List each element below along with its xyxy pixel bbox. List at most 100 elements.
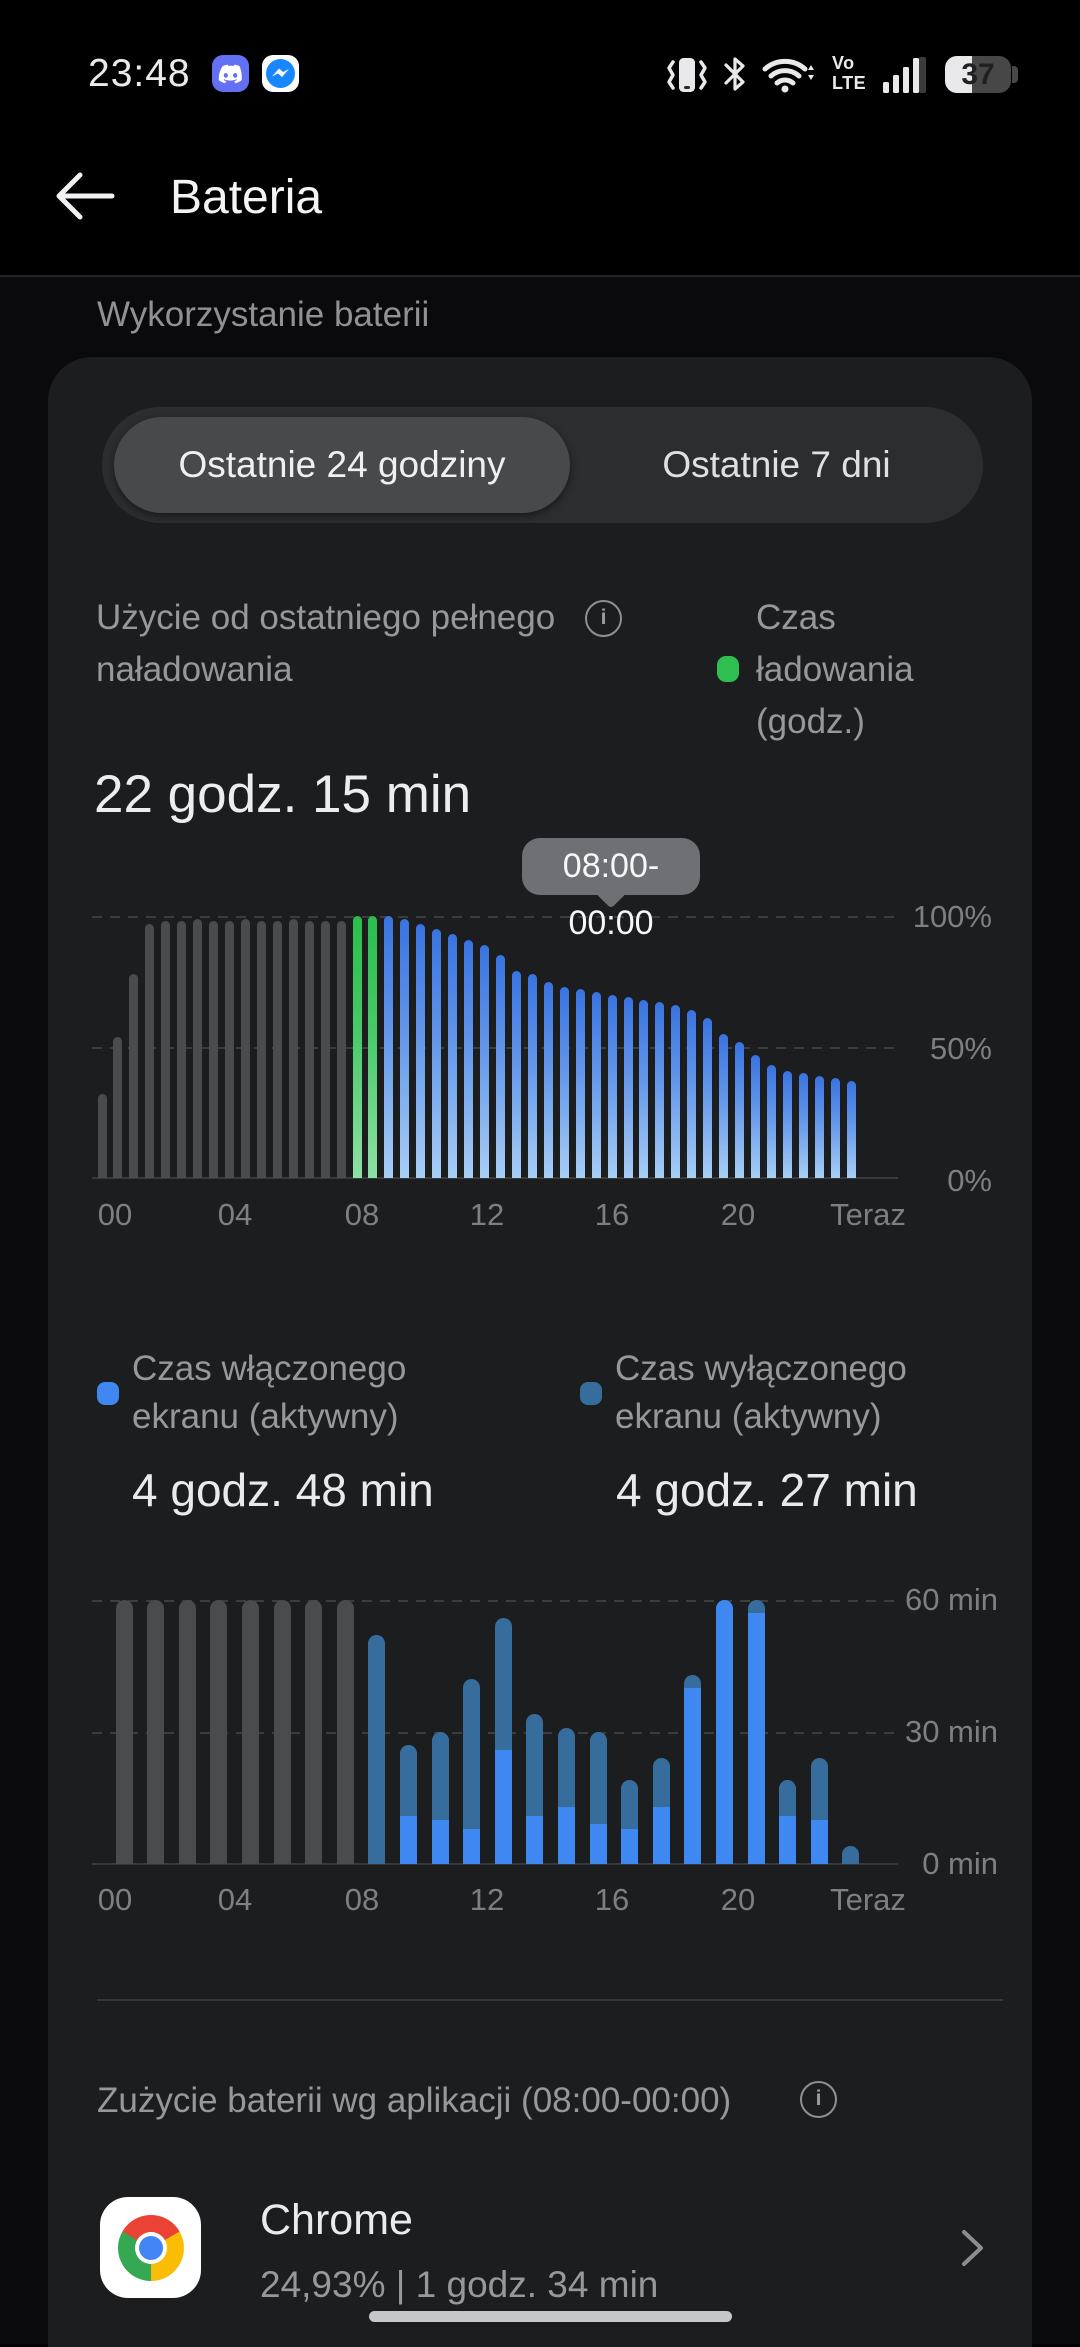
discord-notification-icon[interactable] [212,55,249,92]
x-axis-label: 00 [97,1882,133,1917]
screen-time-bar [463,1679,481,1864]
screen-time-bar [842,1846,860,1864]
battery-level-chart[interactable] [92,916,902,1179]
battery-bar [766,1065,776,1178]
battery-bar [575,989,585,1178]
screen-on-segment [684,1688,702,1864]
screen-time-bar [810,1758,828,1864]
screen-on-segment [715,1600,733,1864]
battery-bar [703,1018,713,1178]
screen-off-dot [580,1381,602,1405]
battery-bar [320,921,330,1178]
battery-bar [384,916,394,1178]
battery-bar [798,1073,808,1178]
screen-time-bar [494,1617,512,1864]
battery-bar [543,981,553,1178]
battery-bar [591,991,601,1178]
tab-last-24-hours[interactable]: Ostatnie 24 godziny [178,444,506,485]
battery-bar [272,921,282,1178]
back-button[interactable] [52,166,118,231]
info-icon[interactable]: i [585,600,622,637]
screen-off-segment [842,1846,860,1864]
screen-time-bar-charging [273,1600,291,1864]
volte-indicator: Vo LTE [832,53,867,93]
apps-info-icon[interactable]: i [800,2081,837,2118]
chrome-app-row[interactable] [100,2197,1030,2307]
screen-on-value: 4 godz. 48 min [132,1464,434,1516]
screen-time-bar [589,1732,607,1864]
screen-time-bar [399,1745,417,1864]
chart-tooltip: 08:00-00:00 [522,838,700,942]
battery-bar [113,1036,123,1178]
x-axis-label: 00 [97,1197,133,1232]
battery-bar [782,1070,792,1178]
battery-bar [129,973,139,1178]
screen-off-segment [494,1617,512,1750]
x-axis-label: 04 [217,1197,253,1232]
x-axis-label: 08 [344,1882,380,1917]
screen-time-chart[interactable] [92,1600,902,1865]
screen-time-bar-charging [336,1600,354,1864]
status-time: 23:48 [88,52,191,95]
screen-time-bar [431,1732,449,1864]
chevron-right-icon[interactable] [955,2225,989,2276]
screen-time-bar [684,1674,702,1864]
header-divider [0,275,1080,277]
battery-bar [814,1075,824,1178]
usage-since-charge-label: Użycie od ostatniego pełnego naładowania [96,598,556,689]
battery-bar [464,939,474,1178]
chrome-app-icon [100,2197,201,2298]
screen-on-segment [494,1749,512,1864]
bluetooth-icon [722,54,748,99]
screen-on-segment [526,1815,544,1864]
app-usage-detail: 24,93% | 1 godz. 34 min [260,2264,659,2305]
screen-on-segment [399,1815,417,1864]
screen-on-segment [589,1824,607,1864]
chrome-logo [117,2214,184,2281]
apps-usage-title: Zużycie baterii wg aplikacji (08:00-00:0… [97,2081,732,2120]
battery-bar [288,918,298,1178]
x-axis-label: 04 [217,1882,253,1917]
x-axis-label: 12 [469,1197,505,1232]
screen-off-segment [589,1732,607,1825]
legend-screen-on: Czas włączonego ekranu (aktywny) [97,1345,406,1441]
battery-bar [432,929,442,1178]
ytick-50: 50% [929,1031,992,1066]
battery-bar [687,1010,697,1178]
screen-time-bar [747,1600,765,1864]
screen-on-segment [463,1828,481,1864]
screen-time-bar [526,1714,544,1864]
screen-time-bar-charging [178,1600,196,1864]
messenger-bolt [272,68,289,77]
x-axis-label: 20 [720,1882,756,1917]
screen-off-segment [747,1600,765,1614]
battery-bar [225,921,235,1178]
screen-off-segment [684,1674,702,1688]
legend-screen-off: Czas wyłączonego ekranu (aktywny) [580,1345,907,1441]
battery-bar [240,918,250,1178]
screen-on-segment [652,1806,670,1864]
signal-sim2-dim-bar [919,57,926,93]
screen-off-segment [810,1758,828,1820]
screen-on-segment [747,1613,765,1864]
app-name: Chrome [260,2196,413,2244]
battery-percent: 37 [961,58,995,91]
signal-strength-icon [883,57,919,98]
battery-bar [846,1081,856,1178]
battery-usage-card [48,357,1032,2347]
messenger-notification-icon[interactable] [262,55,299,92]
battery-bar [352,916,362,1178]
battery-bar [400,918,410,1178]
screen-off-value: 4 godz. 27 min [616,1464,918,1516]
section-divider [97,1999,1003,2001]
battery-bar [193,918,203,1178]
battery-bar [448,934,458,1178]
gesture-navigation-handle[interactable] [369,2311,732,2322]
screen-time-bar [652,1758,670,1864]
x-axis-label: 08 [344,1197,380,1232]
battery-bar [639,999,649,1178]
tab-last-7-days[interactable]: Ostatnie 7 dni [662,444,891,485]
screen-time-bar-charging [147,1600,165,1864]
battery-bar [256,921,266,1178]
battery-bar [623,997,633,1178]
